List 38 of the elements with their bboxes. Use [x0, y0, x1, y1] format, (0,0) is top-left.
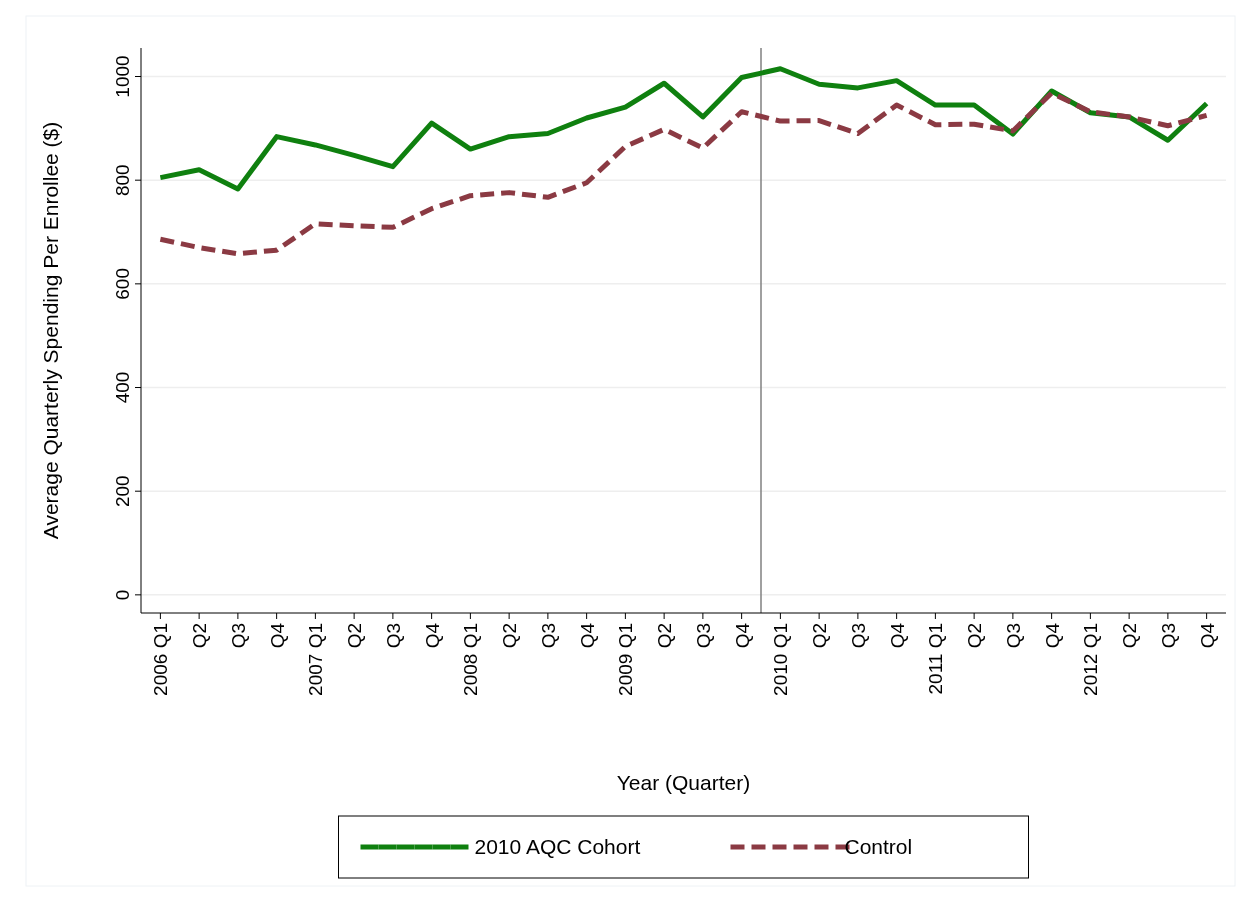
x-axis-title: Year (Quarter): [616, 771, 751, 794]
y-tick-label: 400: [112, 371, 133, 404]
legend-label: Control: [844, 835, 913, 858]
x-tick-label: Q4: [266, 622, 288, 649]
x-tick-label: Q2: [499, 623, 521, 649]
y-tick-label: 200: [112, 475, 133, 508]
legend-label: 2010 AQC Cohort: [474, 835, 641, 858]
x-tick-label: Q4: [421, 622, 443, 649]
x-tick-label: Q4: [1196, 622, 1218, 649]
x-tick-label: 2009 Q1: [615, 623, 637, 696]
x-tick-label: Q2: [189, 623, 211, 649]
y-axis-title: Average Quarterly Spending Per Enrollee ($): [39, 121, 62, 540]
x-tick-label: Q3: [1157, 623, 1179, 649]
x-tick-label: 2006 Q1: [150, 623, 172, 696]
x-tick-label: Q2: [654, 623, 676, 649]
x-tick-label: 2008 Q1: [460, 623, 482, 696]
x-tick-label: 2007 Q1: [305, 623, 327, 696]
y-tick-label: 800: [112, 164, 133, 197]
x-tick-label: 2012 Q1: [1080, 623, 1102, 696]
y-tick-label: 1000: [112, 55, 133, 98]
x-tick-label: Q3: [1002, 623, 1024, 649]
x-tick-label: Q3: [692, 623, 714, 649]
x-tick-label: Q2: [809, 623, 831, 649]
x-tick-label: Q4: [731, 622, 753, 649]
y-tick-label: 0: [112, 589, 133, 601]
x-tick-label: Q3: [537, 623, 559, 649]
x-tick-label: Q4: [886, 622, 908, 649]
x-tick-label: 2011 Q1: [925, 623, 947, 695]
x-tick-label: Q3: [847, 623, 869, 649]
x-tick-label: Q2: [964, 623, 986, 649]
x-tick-label: 2010 Q1: [770, 623, 792, 696]
x-tick-label: Q3: [382, 623, 404, 649]
x-tick-label: Q4: [1041, 622, 1063, 649]
x-tick-label: Q4: [576, 622, 598, 649]
x-tick-label: Q2: [1119, 623, 1141, 649]
x-tick-label: Q3: [227, 623, 249, 649]
y-tick-label: 600: [112, 268, 133, 300]
x-tick-label: Q2: [344, 623, 366, 649]
